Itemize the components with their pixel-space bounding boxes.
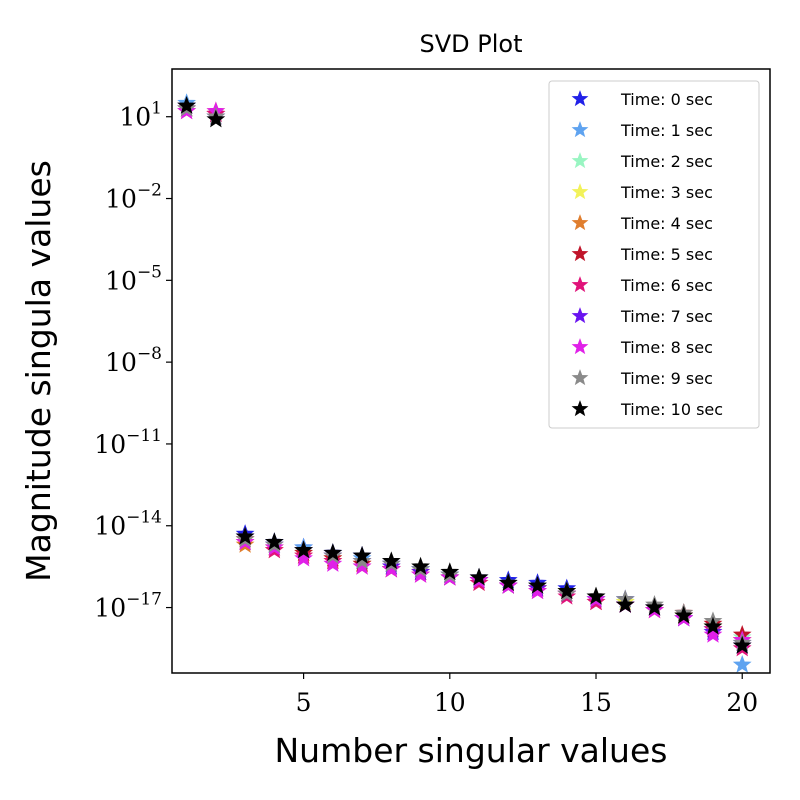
legend-marker: [571, 400, 589, 417]
data-point: [703, 624, 723, 643]
data-point: [615, 594, 635, 613]
legend-marker: [571, 183, 589, 200]
y-tick-label: 101: [119, 99, 162, 132]
legend-entry: Time: 5 sec: [571, 245, 713, 264]
data-point: [440, 562, 460, 581]
data-point: [352, 556, 372, 575]
legend-entry: Time: 0 sec: [571, 90, 713, 109]
legend-entry: Time: 2 sec: [571, 152, 713, 171]
legend-entry: Time: 1 sec: [571, 121, 713, 140]
data-point: [323, 543, 343, 561]
plot-frame: [171, 68, 771, 674]
data-point: [703, 616, 723, 635]
x-axis-ticks: 5 10 15 20: [296, 673, 758, 717]
legend-entry: Time: 8 sec: [571, 338, 713, 357]
data-point: [294, 540, 313, 559]
legend-marker: [571, 90, 589, 107]
legend-entry: Time: 3 sec: [571, 183, 713, 202]
legend-marker: [571, 245, 589, 262]
legend-label: Time: 0 sec: [620, 90, 713, 109]
data-point: [528, 575, 547, 594]
data-markers: [177, 93, 752, 673]
x-tick-label: 10: [434, 688, 466, 717]
y-tick-label: 10−5: [105, 262, 162, 295]
y-tick-label: 10−2: [105, 181, 162, 214]
legend-label: Time: 2 sec: [620, 152, 713, 171]
data-point: [381, 551, 401, 570]
data-point: [674, 605, 694, 624]
legend-marker: [571, 152, 589, 169]
data-point: [557, 581, 577, 600]
legend-marker: [571, 307, 589, 324]
data-point: [294, 548, 313, 567]
data-point: [732, 635, 752, 654]
data-point: [586, 586, 606, 605]
y-axis-label: Magnitude singula values: [19, 160, 58, 582]
x-tick-label: 15: [580, 688, 612, 717]
legend-marker: [571, 121, 589, 138]
data-point: [469, 567, 489, 586]
y-axis-ticks: 101 10−2 10−5 10−8 10−11 10−14 10−17: [94, 99, 172, 623]
legend-label: Time: 7 sec: [620, 307, 713, 326]
legend-box: [548, 80, 760, 429]
data-point: [206, 109, 226, 128]
series-10: [177, 95, 752, 654]
legend-marker: [571, 338, 589, 355]
legend-label: Time: 1 sec: [620, 121, 713, 140]
y-tick-label: 10−17: [94, 590, 162, 623]
legend-entry: Time: 7 sec: [571, 307, 713, 326]
x-axis-label: Number singular values: [275, 731, 668, 770]
y-tick-label: 10−11: [94, 426, 162, 459]
legend-label: Time: 6 sec: [620, 276, 713, 295]
legend-label: Time: 4 sec: [620, 214, 713, 233]
legend-entry: Time: 6 sec: [571, 276, 713, 295]
data-point: [411, 556, 430, 575]
data-point: [352, 545, 372, 564]
legend-label: Time: 9 sec: [620, 369, 713, 388]
data-point: [264, 532, 284, 551]
data-point: [177, 95, 196, 114]
data-point: [528, 581, 547, 600]
legend-entry: Time: 10 sec: [571, 400, 723, 419]
data-point: [732, 654, 752, 673]
data-point: [235, 526, 255, 545]
y-tick-label: 10−8: [105, 344, 162, 377]
data-point: [498, 573, 518, 591]
legend-marker: [571, 214, 589, 231]
y-tick-label: 10−14: [94, 508, 162, 541]
legend-marker: [571, 276, 589, 293]
data-point: [323, 554, 343, 572]
x-tick-label: 20: [726, 688, 758, 717]
data-point: [352, 551, 372, 570]
legend-label: Time: 10 sec: [620, 400, 723, 419]
legend-entry: Time: 9 sec: [571, 369, 713, 388]
data-point: [381, 559, 401, 578]
legend-entry: Time: 4 sec: [571, 214, 713, 233]
legend-label: Time: 3 sec: [620, 183, 713, 202]
legend-label: Time: 5 sec: [620, 245, 713, 264]
legend: Time: 0 sec Time: 1 sec Time: 2 sec Time: 3…: [548, 80, 760, 429]
legend-label: Time: 8 sec: [620, 338, 713, 357]
chart-title: SVD Plot: [420, 30, 523, 58]
data-point: [411, 564, 430, 583]
x-tick-label: 5: [296, 688, 312, 717]
legend-marker: [571, 369, 589, 386]
data-point: [645, 597, 664, 616]
